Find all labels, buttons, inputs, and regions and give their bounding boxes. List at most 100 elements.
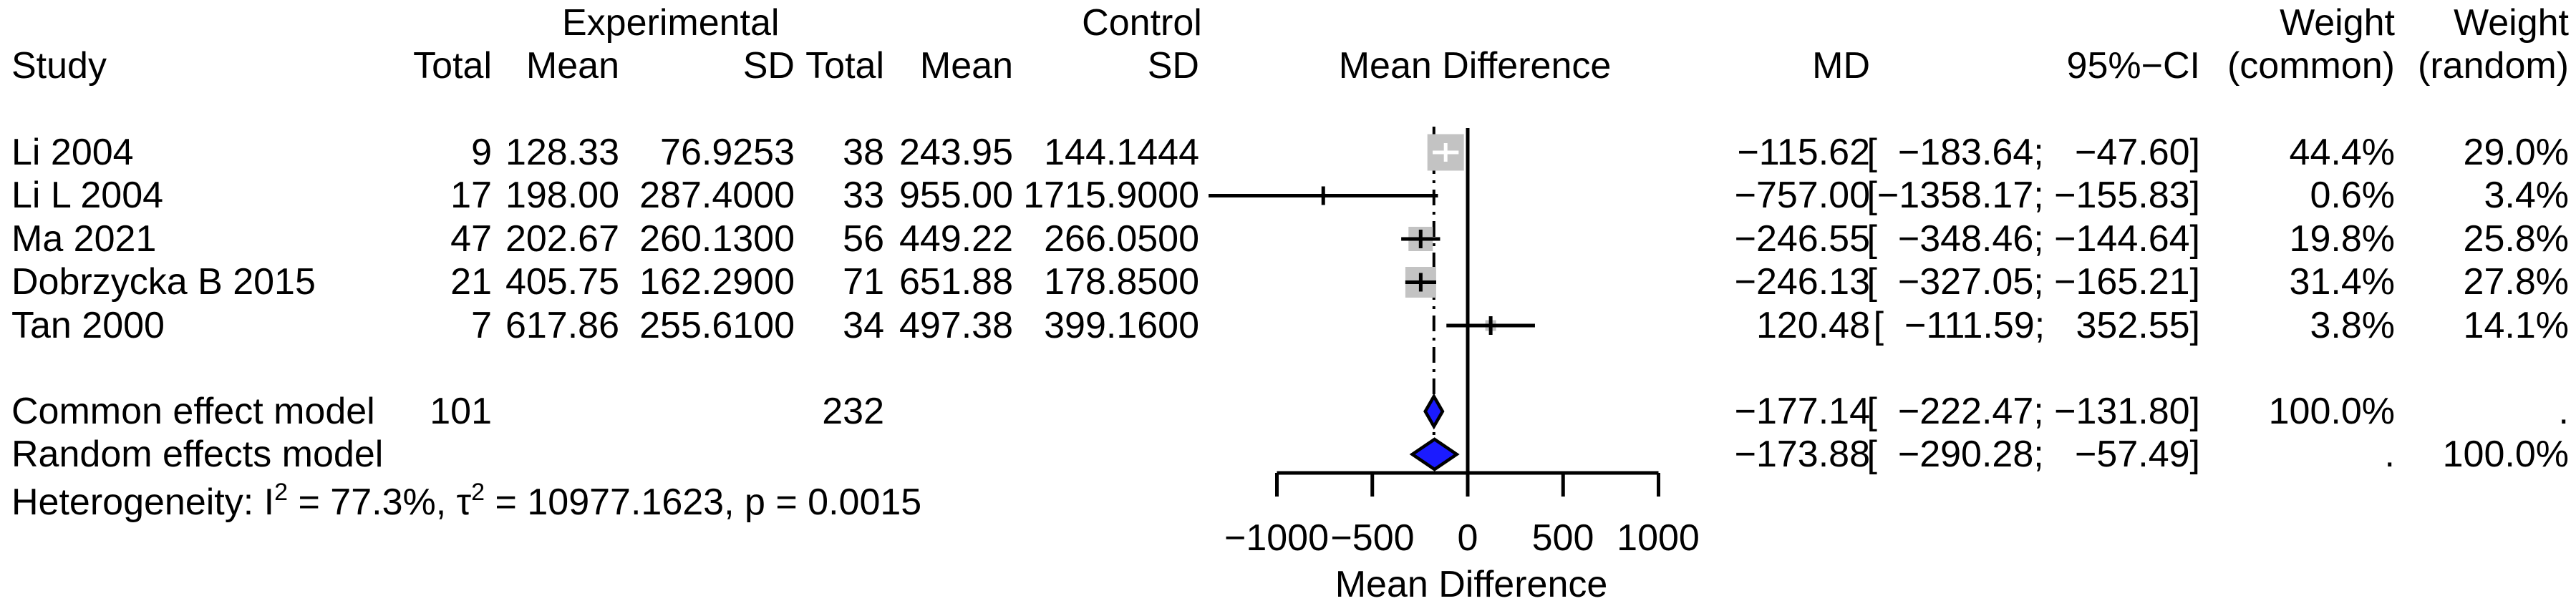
ctrl-total-sum: 232	[822, 391, 884, 432]
ctrl-total: 56	[843, 218, 884, 260]
ctrl-total: 38	[843, 132, 884, 173]
header-ctrl-mean: Mean	[919, 45, 1013, 87]
study-row: Li 2004 9 128.33 76.9253 38 243.95 144.1…	[0, 131, 2576, 174]
header-ci: 95%−CI	[2066, 45, 2200, 87]
ci-value: [ −111.59; 352.55]	[1873, 305, 2200, 346]
ctrl-sd: 178.8500	[1044, 261, 1199, 303]
het-sup2: 2	[471, 479, 485, 506]
exp-sd: 287.4000	[639, 175, 795, 216]
ctrl-sd: 1715.9000	[1023, 175, 1199, 216]
ctrl-mean: 955.00	[899, 175, 1013, 216]
ci-value: [ −183.64; −47.60]	[1866, 132, 2201, 173]
md-value: −757.00	[1734, 175, 1870, 216]
weight-common-value: 31.4%	[2289, 261, 2395, 303]
random-effects-row: Random effects model −173.88 [ −290.28; …	[0, 433, 2576, 476]
header-md: MD	[1812, 45, 1870, 87]
study-name: Dobrzycka B 2015	[11, 261, 316, 303]
exp-sd: 162.2900	[639, 261, 795, 303]
header-weight-common-line1: Weight	[2280, 2, 2395, 44]
x-tick-label: −1000	[1224, 517, 1330, 559]
ci-value: [ −327.05; −165.21]	[1866, 261, 2200, 303]
summary-label: Common effect model	[11, 391, 375, 432]
heterogeneity-note: Heterogeneity: I2 = 77.3%, τ2 = 10977.16…	[11, 477, 1157, 527]
exp-sd: 260.1300	[639, 218, 795, 260]
header-mean-difference: Mean Difference	[1338, 45, 1612, 87]
common-effect-diamond	[1423, 393, 1445, 430]
ctrl-sd: 266.0500	[1044, 218, 1199, 260]
exp-total: 17	[450, 175, 492, 216]
exp-mean: 405.75	[505, 261, 619, 303]
header-column-row: Study Total Mean SD Total Mean SD Mean D…	[0, 44, 2576, 87]
md-value: −173.88	[1734, 434, 1870, 475]
x-tick-label: 500	[1531, 517, 1594, 559]
exp-total: 21	[450, 261, 492, 303]
common-effect-row: Common effect model 101 232 −177.14 [ −2…	[0, 390, 2576, 433]
md-value: −246.55	[1734, 218, 1870, 260]
header-control-group: Control	[1082, 2, 1202, 44]
weight-random-value: 3.4%	[2484, 175, 2569, 216]
weight-common-value: 44.4%	[2289, 132, 2395, 173]
x-tick-label: −500	[1330, 517, 1415, 559]
ctrl-mean: 651.88	[899, 261, 1013, 303]
weight-random-value: 100.0%	[2442, 434, 2569, 475]
ctrl-total: 34	[843, 305, 884, 346]
header-ctrl-sd: SD	[1147, 45, 1199, 87]
study-name: Ma 2021	[11, 218, 157, 260]
study-row: Dobrzycka B 2015 21 405.75 162.2900 71 6…	[0, 260, 2576, 303]
ctrl-sd: 399.1600	[1044, 305, 1199, 346]
exp-sd: 255.6100	[639, 305, 795, 346]
header-weight-random-line2: (random)	[2418, 45, 2569, 87]
ctrl-total: 71	[843, 261, 884, 303]
header-weight-random-line1: Weight	[2454, 2, 2569, 44]
ctrl-sd: 144.1444	[1044, 132, 1199, 173]
exp-mean: 128.33	[505, 132, 619, 173]
header-study: Study	[11, 45, 107, 87]
het-part2: = 77.3%, τ	[288, 482, 472, 523]
study-row: Tan 2000 7 617.86 255.6100 34 497.38 399…	[0, 304, 2576, 347]
exp-total-sum: 101	[430, 391, 492, 432]
het-part3: = 10977.1623, p = 0.0015	[485, 482, 922, 523]
x-tick-label: 1000	[1617, 517, 1700, 559]
weight-common-value: 0.6%	[2310, 175, 2395, 216]
het-sup1: 2	[274, 479, 289, 506]
ci-value: [ −348.46; −144.64]	[1866, 218, 2200, 260]
study-name: Tan 2000	[11, 305, 165, 346]
md-value: −177.14	[1734, 391, 1870, 432]
study-name: Li L 2004	[11, 175, 164, 216]
x-axis-title: Mean Difference	[1335, 564, 1608, 605]
header-exp-sd: SD	[742, 45, 795, 87]
weight-random-value: 25.8%	[2463, 218, 2569, 260]
header-exp-mean: Mean	[526, 45, 619, 87]
study-row: Ma 2021 47 202.67 260.1300 56 449.22 266…	[0, 218, 2576, 260]
exp-mean: 617.86	[505, 305, 619, 346]
md-value: −246.13	[1734, 261, 1870, 303]
md-value: −115.62	[1737, 132, 1870, 173]
summary-label: Random effects model	[11, 434, 384, 475]
het-part1: Heterogeneity: I	[11, 482, 275, 523]
ctrl-mean: 497.38	[899, 305, 1013, 346]
exp-sd: 76.9253	[660, 132, 795, 173]
exp-total: 9	[471, 132, 492, 173]
ci-value: [ −222.47; −131.80]	[1866, 391, 2200, 432]
exp-mean: 198.00	[505, 175, 619, 216]
weight-random-value: 27.8%	[2463, 261, 2569, 303]
ci-value: [ −290.28; −57.49]	[1866, 434, 2201, 475]
ctrl-mean: 243.95	[899, 132, 1013, 173]
header-ctrl-total: Total	[805, 45, 884, 87]
random-effects-diamond	[1409, 437, 1460, 471]
exp-total: 7	[471, 305, 492, 346]
weight-random-value: .	[2558, 391, 2569, 432]
x-tick-label: 0	[1457, 517, 1478, 559]
exp-total: 47	[450, 218, 492, 260]
weight-random-value: 14.1%	[2463, 305, 2569, 346]
ctrl-mean: 449.22	[899, 218, 1013, 260]
header-experimental-group: Experimental	[562, 2, 780, 44]
exp-mean: 202.67	[505, 218, 619, 260]
study-row: Li L 2004 17 198.00 287.4000 33 955.00 1…	[0, 174, 2576, 217]
study-name: Li 2004	[11, 132, 134, 173]
header-group-row: Experimental Control Weight Weight	[0, 1, 2576, 44]
md-value: 120.48	[1756, 305, 1870, 346]
header-weight-common-line2: (common)	[2227, 45, 2395, 87]
